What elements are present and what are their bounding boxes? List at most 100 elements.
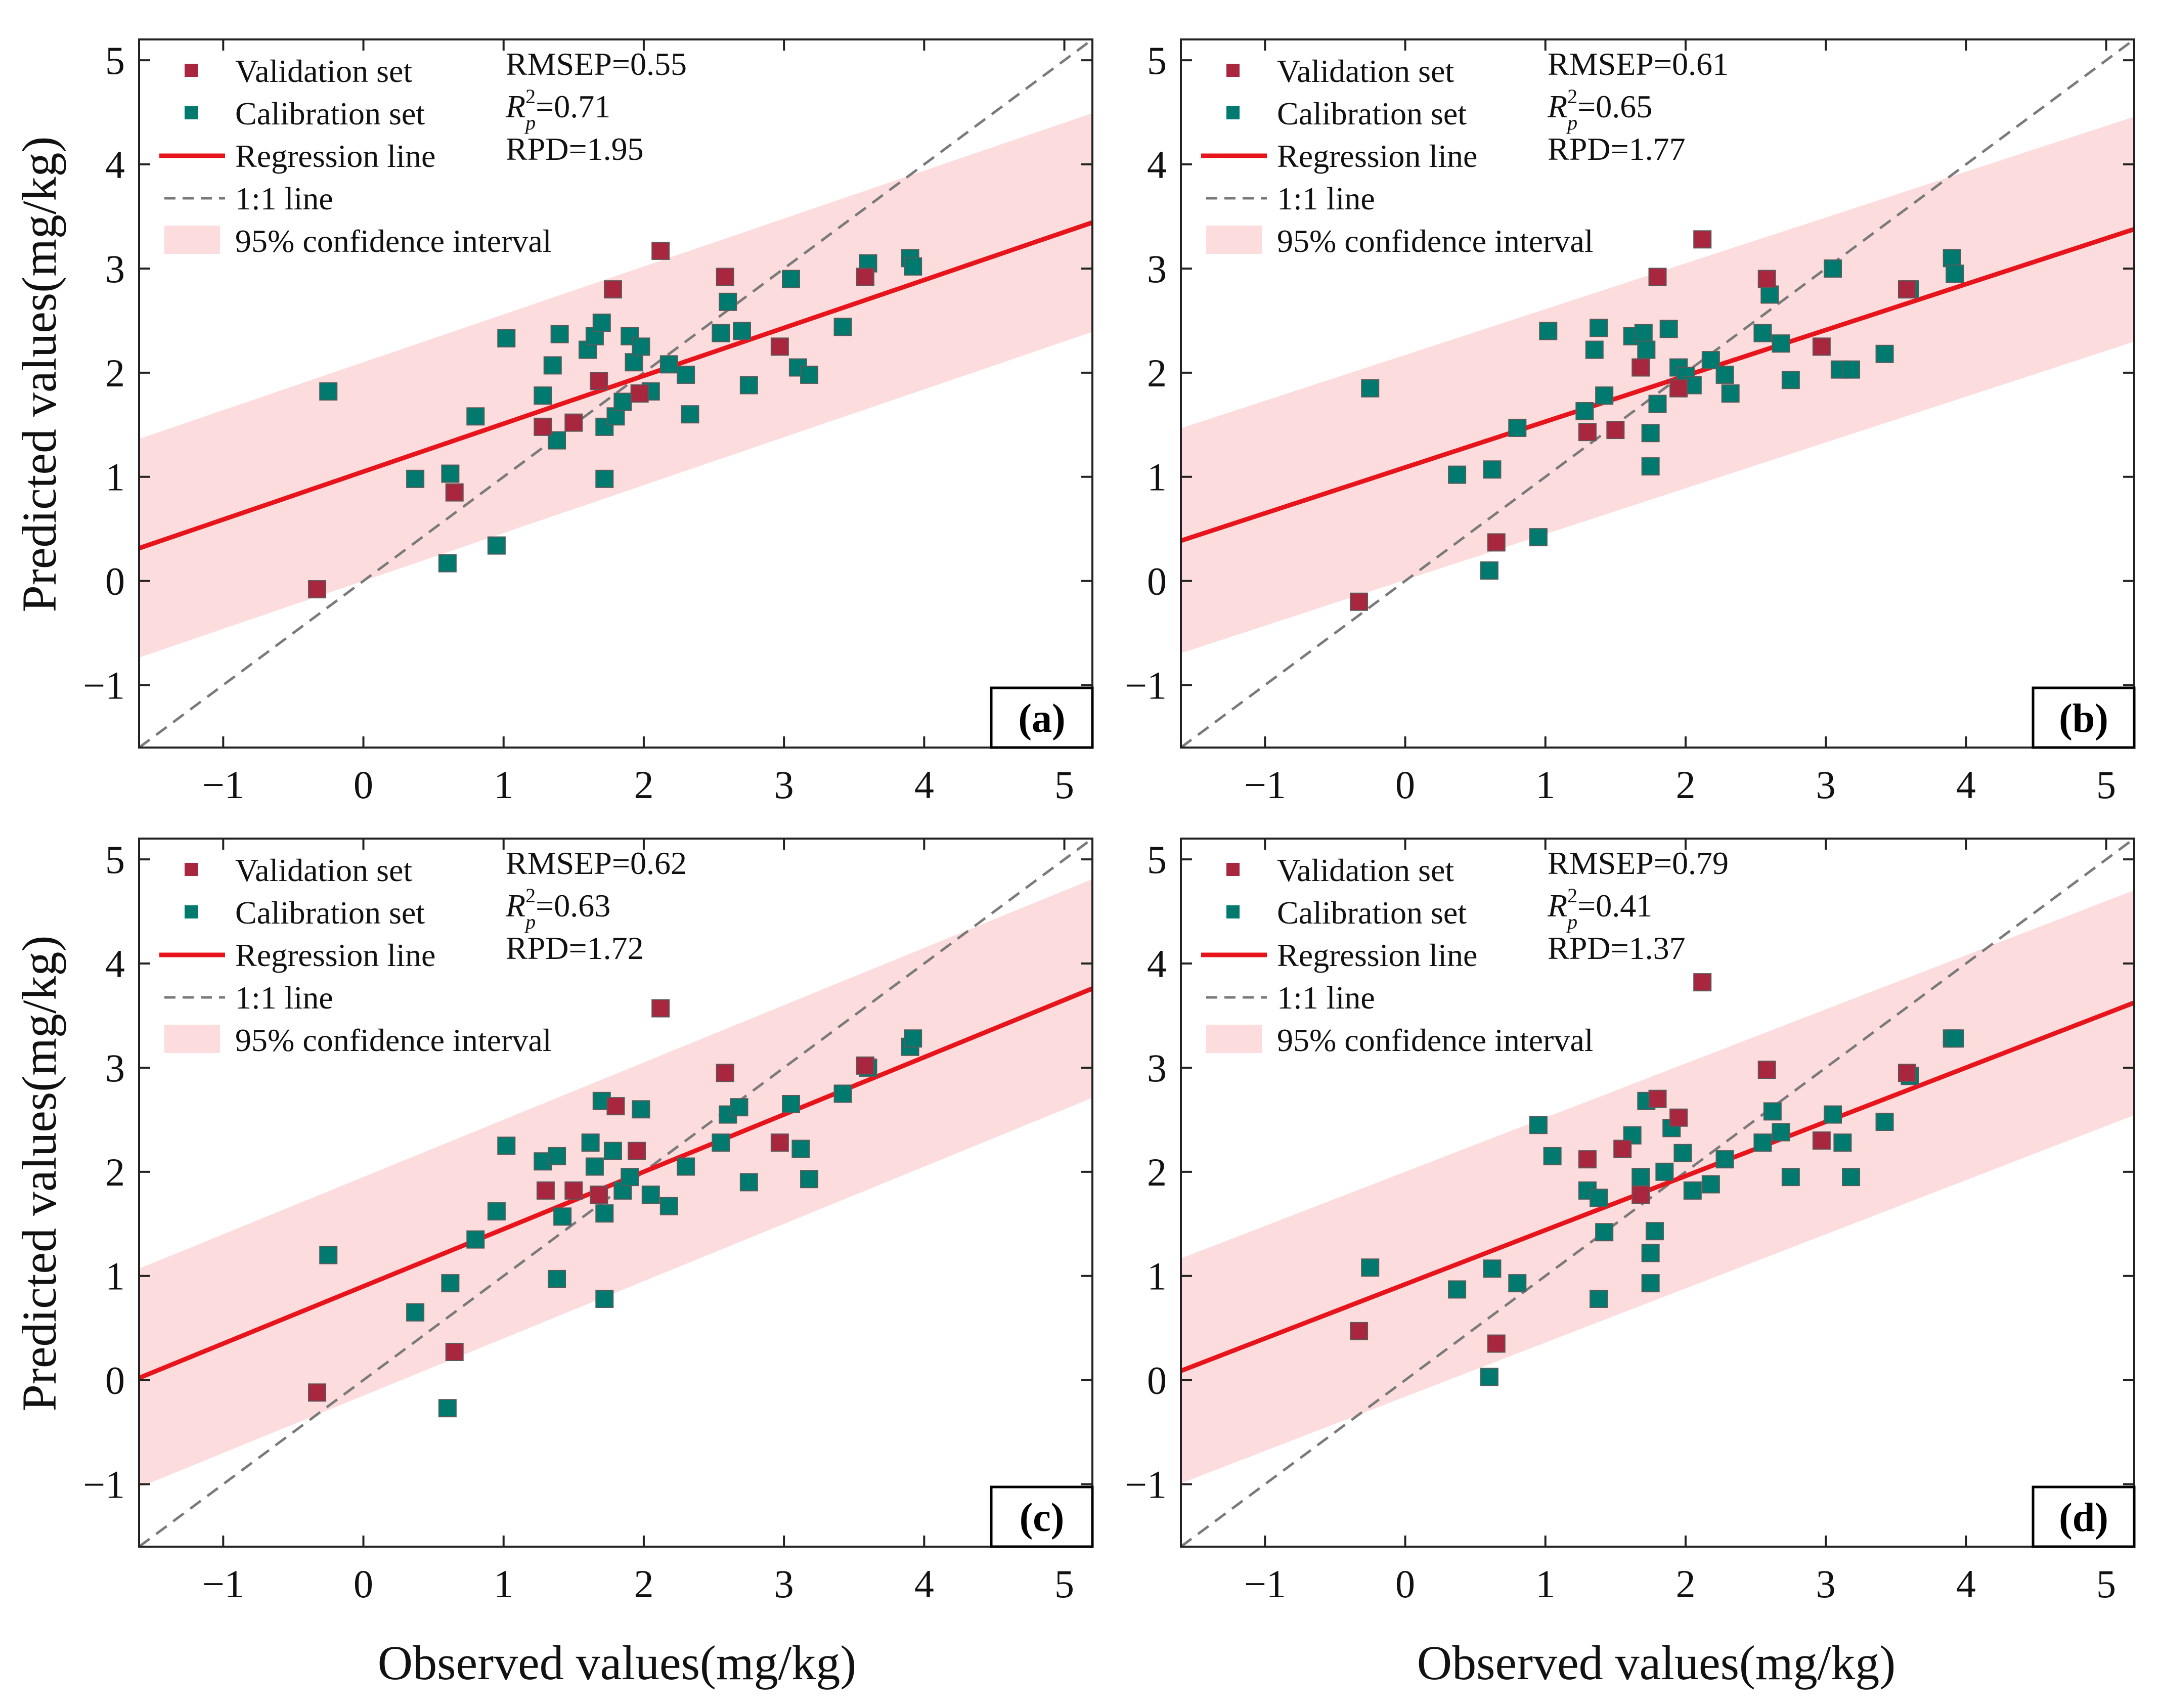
panel-c-validation-point bbox=[628, 1142, 646, 1160]
panel-b-confidence-swatch bbox=[1206, 226, 1262, 254]
panel-a-validation-point bbox=[445, 483, 464, 502]
panel-a-legend-calibration-label: Calibration set bbox=[235, 96, 425, 132]
panel-d-confidence-swatch bbox=[1206, 1025, 1262, 1053]
panel-d-calibration-point bbox=[1763, 1102, 1782, 1121]
panel-b-calibration-point bbox=[1721, 384, 1740, 403]
panel-a-validation-point bbox=[534, 417, 552, 436]
panel-b-legend-confidence-label: 95% confidence interval bbox=[1277, 223, 1594, 259]
panel-b-validation-point bbox=[1812, 337, 1831, 356]
panel-b-calibration-point bbox=[1641, 457, 1660, 476]
panel-a-r2-value: =0.71 bbox=[536, 89, 610, 124]
panel-a-validation-point bbox=[308, 580, 327, 599]
panel-a-y-tick-label: 5 bbox=[105, 38, 125, 82]
panel-a-r2: R2 p=0.71 bbox=[505, 85, 610, 134]
panel-b-calibration-point bbox=[1634, 324, 1653, 342]
panel-a-rpd: RPD=1.95 bbox=[506, 131, 644, 167]
panel-c-calibration-point bbox=[791, 1140, 810, 1158]
panel-c-frame bbox=[138, 838, 1093, 1548]
panel-c-calibration-point bbox=[553, 1207, 572, 1226]
panel-d-calibration-point bbox=[1590, 1290, 1608, 1308]
panel-b-x-tick-label: 2 bbox=[1676, 763, 1695, 807]
panel-d-r2-subscript: p bbox=[1566, 910, 1577, 933]
panel-b-validation-point bbox=[1632, 358, 1650, 377]
panel-d-calibration-point bbox=[1641, 1244, 1660, 1262]
panel-b-x-tick-label: −1 bbox=[1244, 763, 1286, 807]
panel-c-x-tick-label: 0 bbox=[354, 1562, 373, 1606]
panel-c-calibration-point bbox=[406, 1303, 425, 1322]
panel-a-validation-marker bbox=[185, 64, 198, 77]
panel-c-calibration-marker bbox=[185, 905, 198, 918]
panel-d-calibration-point bbox=[1529, 1116, 1548, 1134]
panel-a-y-tick-label: 2 bbox=[105, 351, 125, 395]
panel-d-x-tick-label: 5 bbox=[2096, 1562, 2116, 1606]
panel-a-y-tick-label: 0 bbox=[105, 559, 125, 603]
panel-c-calibration-point bbox=[603, 1142, 622, 1160]
panel-d-r2-symbol: R bbox=[1547, 888, 1567, 924]
panel-c-legend-validation-label: Validation set bbox=[235, 852, 412, 888]
panel-a-calibration-point bbox=[681, 405, 699, 424]
panel-c-calibration-point bbox=[659, 1197, 678, 1215]
panel-c-identity-line bbox=[139, 839, 1092, 1547]
panel-a-legend-identity-label: 1:1 line bbox=[235, 181, 333, 216]
panel-c-calibration-point bbox=[730, 1098, 748, 1117]
panel-b-y-tick-label: 1 bbox=[1147, 455, 1167, 499]
panel-b-validation-point bbox=[1487, 533, 1506, 552]
panel-d-x-tick-label: 4 bbox=[1956, 1562, 1976, 1606]
panel-b-r2-value: =0.65 bbox=[1577, 89, 1652, 124]
panel-c-confidence-swatch bbox=[164, 1025, 220, 1053]
panel-c: −1 0 1 2 3 4 5 5 4 3 2 1 0 −1 Validation set Calibratio… bbox=[83, 838, 1094, 1606]
panel-a: −1 0 1 2 3 4 5 5 4 3 2 1 0 −1 Validation set Calibratio… bbox=[83, 38, 1094, 807]
panel-c-calibration-point bbox=[677, 1157, 695, 1176]
panel-b-regression-line bbox=[1181, 227, 2134, 543]
panel-d-calibration-point bbox=[1683, 1181, 1702, 1200]
panel-d-legend: Validation set Calibration set Regression … bbox=[1201, 852, 1594, 1058]
panel-a-calibration-point bbox=[732, 322, 751, 340]
panel-c-calibration-point bbox=[581, 1133, 600, 1152]
panel-a-x-tick-label: 4 bbox=[914, 763, 934, 807]
panel-a-rmsep: RMSEP=0.55 bbox=[506, 46, 687, 82]
panel-c-y-tick-label: 2 bbox=[105, 1150, 125, 1194]
panel-b-calibration-point bbox=[1715, 365, 1734, 384]
panel-c-x-tick-label: 1 bbox=[494, 1562, 513, 1606]
panel-c-calibration-point bbox=[739, 1173, 758, 1192]
panel-c-x-tick-label: −1 bbox=[202, 1562, 244, 1606]
panel-b-calibration-point bbox=[1875, 344, 1894, 363]
y-axis-title-bottom: Predicted values(mg/kg) bbox=[12, 935, 66, 1411]
panel-d-y-tick-label: 3 bbox=[1147, 1046, 1167, 1090]
panel-a-calibration-point bbox=[613, 392, 632, 411]
panel-c-r2-value: =0.63 bbox=[536, 888, 610, 924]
panel-d-calibration-point bbox=[1875, 1113, 1894, 1131]
panel-a-x-tick-label: 3 bbox=[774, 763, 794, 807]
panel-a-legend-confidence-label: 95% confidence interval bbox=[235, 223, 552, 259]
panel-c-r2-symbol: R bbox=[505, 888, 525, 924]
panel-b-label-box bbox=[2032, 686, 2136, 749]
panel-d-rpd: RPD=1.37 bbox=[1548, 930, 1686, 966]
panel-b-calibration-point bbox=[1760, 285, 1779, 304]
panel-a-y-tick-label: 4 bbox=[105, 143, 125, 187]
panel-c-calibration-point bbox=[497, 1136, 516, 1155]
panel-d-validation-marker bbox=[1226, 863, 1240, 876]
panel-d-calibration-point bbox=[1842, 1168, 1861, 1187]
panel-a-label-box bbox=[990, 686, 1094, 749]
panel-b-calibration-point bbox=[1508, 418, 1527, 437]
panel-d-y-tick-label: 0 bbox=[1147, 1359, 1167, 1403]
panel-a-calibration-point bbox=[543, 356, 562, 375]
panel-b-calibration-point bbox=[1590, 319, 1608, 337]
panel-a-y-tick-label: 3 bbox=[105, 247, 125, 291]
panel-d-validation-point bbox=[1632, 1186, 1650, 1204]
panel-b-validation-point bbox=[1898, 280, 1916, 299]
panel-a-calibration-point bbox=[441, 464, 460, 483]
panel-d-validation-point bbox=[1578, 1150, 1597, 1169]
panel-a-calibration-point bbox=[800, 365, 819, 384]
panel-a-regression-line bbox=[139, 220, 1092, 551]
panel-d-calibration-point bbox=[1824, 1105, 1842, 1124]
panel-a-calibration-point bbox=[592, 314, 611, 332]
panel-b-calibration-point bbox=[1529, 528, 1548, 547]
panel-d-calibration-point bbox=[1772, 1123, 1790, 1142]
panel-b-calibration-point bbox=[1824, 259, 1842, 278]
panel-b-identity-line bbox=[1181, 39, 2134, 748]
panel-c-calibration-point bbox=[441, 1274, 460, 1293]
panel-b-rmsep: RMSEP=0.61 bbox=[1548, 46, 1729, 82]
panel-a-x-tick-label: 1 bbox=[494, 763, 513, 807]
panel-d-calibration-point bbox=[1508, 1274, 1527, 1293]
